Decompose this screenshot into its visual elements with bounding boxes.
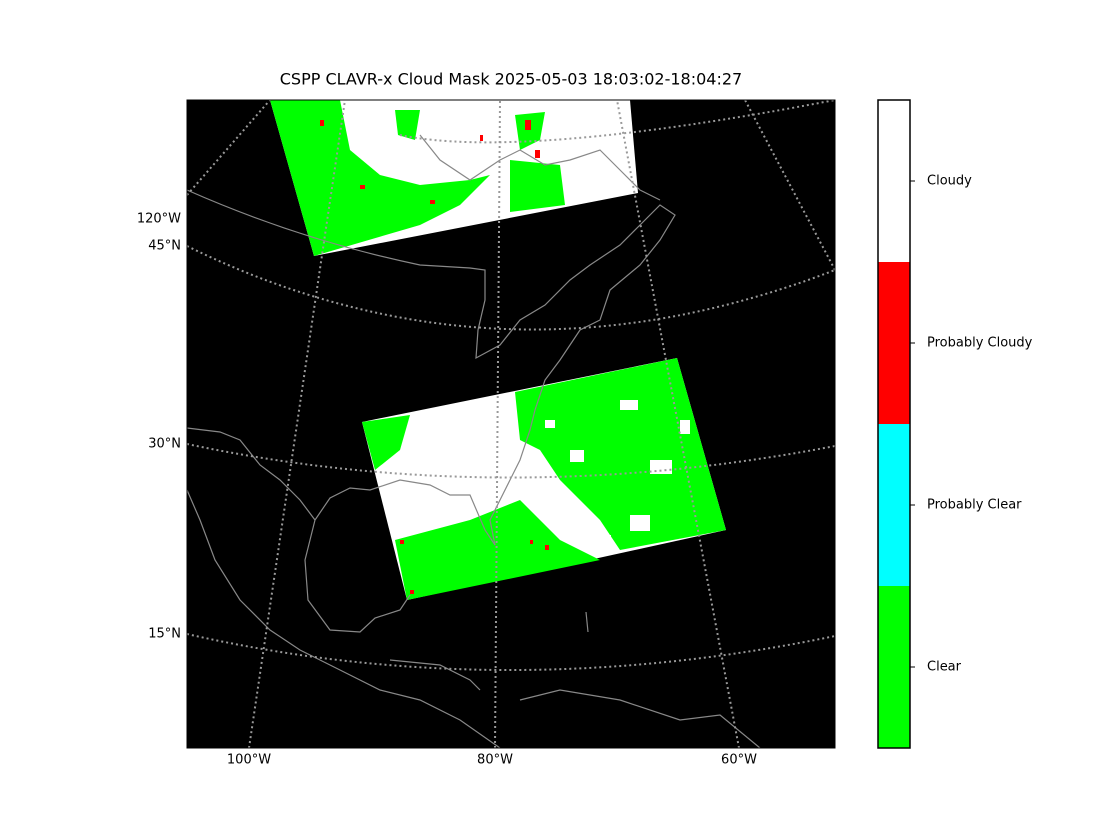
- coastline: [187, 489, 501, 748]
- probably-cloudy-specks: [320, 120, 540, 204]
- axis-labels: 120°W 45°N 30°N 15°N 100°W 80°W 60°W: [137, 212, 757, 768]
- colorbar-segment: [878, 262, 910, 424]
- clear-area: [510, 160, 565, 212]
- left-label: 30°N: [148, 437, 181, 452]
- coastline: [187, 189, 676, 633]
- colorbar-frame: [877, 99, 911, 749]
- colorbar-label: Clear: [927, 660, 962, 675]
- clear-area: [515, 358, 726, 550]
- map: [187, 100, 835, 748]
- probably-cloudy-specks: [400, 540, 549, 594]
- map-frame: [186, 99, 836, 749]
- left-label: 45°N: [148, 239, 181, 254]
- left-label: 15°N: [148, 627, 181, 642]
- bottom-label: 100°W: [227, 753, 271, 768]
- clear-area: [362, 415, 410, 470]
- graticule: [187, 443, 835, 479]
- coastline: [419, 134, 661, 201]
- map-title: CSPP CLAVR-x Cloud Mask 2025-05-03 18:03…: [280, 70, 742, 89]
- bottom-label: 80°W: [477, 753, 513, 768]
- colorbar-label: Probably Cloudy: [927, 336, 1033, 351]
- clear-area: [395, 110, 420, 140]
- colorbar: Cloudy Probably Cloudy Probably Clear Clear: [877, 99, 1033, 749]
- left-label: 120°W: [137, 212, 181, 227]
- graticule: [744, 100, 835, 271]
- graticule: [248, 100, 346, 748]
- bottom-label: 60°W: [721, 753, 757, 768]
- cloudy-specks: [545, 400, 690, 547]
- clear-area: [270, 100, 490, 256]
- graticule: [494, 100, 501, 748]
- coastline: [389, 611, 761, 748]
- clear-area: [395, 500, 600, 600]
- graticule: [187, 633, 835, 671]
- graticule: [187, 100, 271, 196]
- colorbar-segment: [878, 424, 910, 586]
- colorbar-label: Cloudy: [927, 174, 972, 189]
- colorbar-segment: [878, 100, 910, 262]
- colorbar-label: Probably Clear: [927, 498, 1022, 513]
- border: [187, 427, 316, 521]
- colorbar-segment: [878, 586, 910, 748]
- graticule: [187, 245, 835, 331]
- clear-area: [515, 112, 545, 150]
